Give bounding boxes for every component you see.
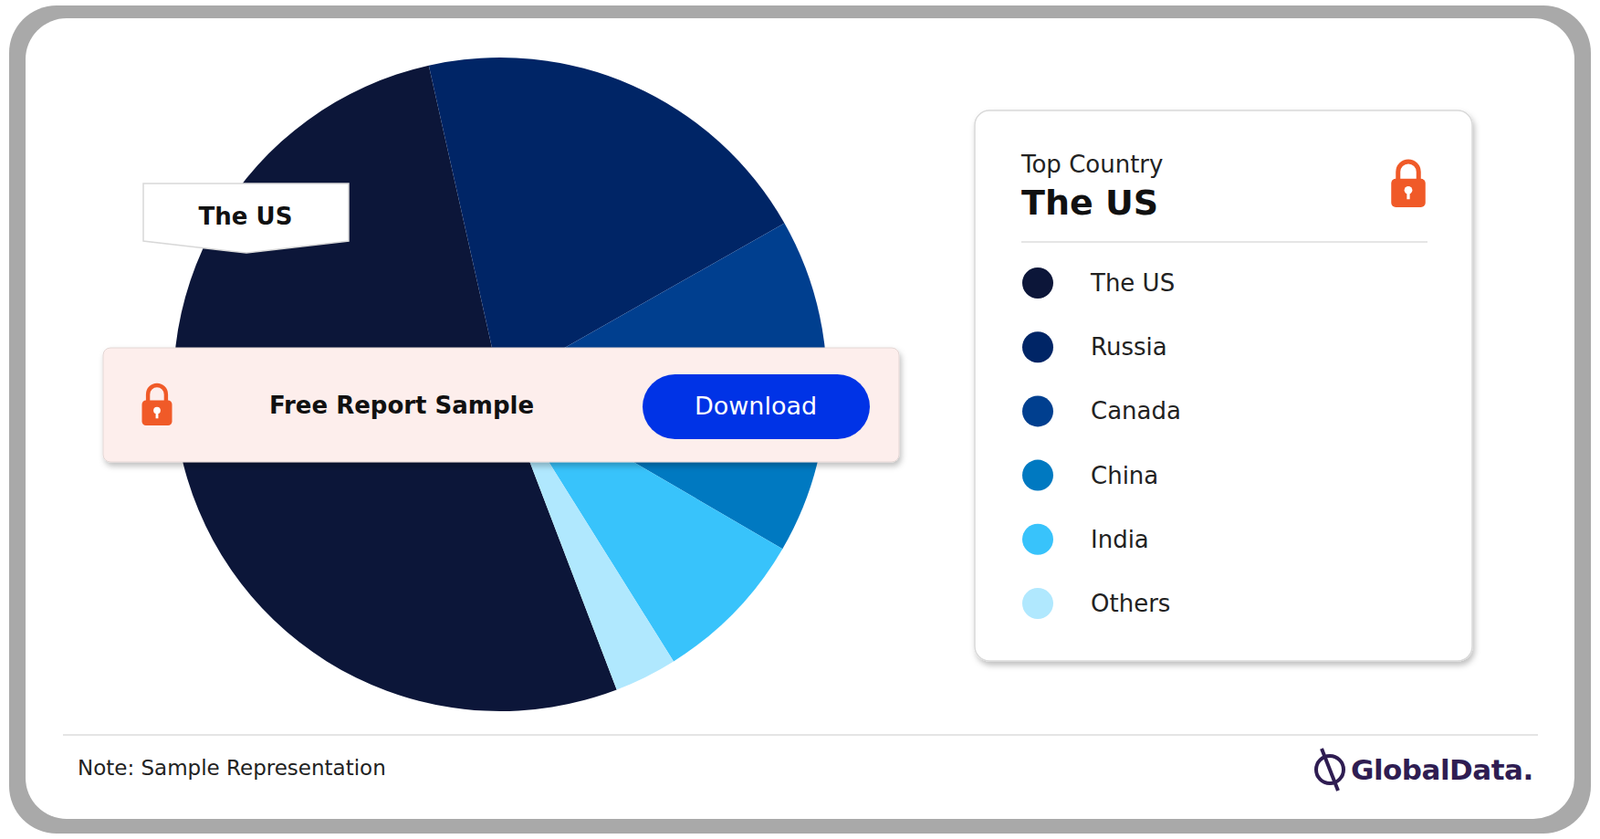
chart: The US Free Report Sample Download Top Coun… <box>0 0 1600 839</box>
lock-icon <box>1390 161 1426 208</box>
footer-divider <box>62 733 1538 736</box>
logo-text: GlobalData. <box>1350 752 1534 786</box>
legend-label: The US <box>1089 269 1175 297</box>
outer-frame <box>9 5 1591 834</box>
lock-body <box>142 400 173 427</box>
legend-label: India <box>1090 525 1150 554</box>
legend-title: The US <box>1021 182 1159 223</box>
inner-card <box>25 18 1575 819</box>
lock-hole <box>1406 191 1410 200</box>
lock-icon <box>142 385 173 426</box>
download-button[interactable] <box>642 374 870 440</box>
legend-swatch <box>1022 587 1054 619</box>
note: Note: Sample Representation <box>77 755 387 780</box>
download-label[interactable]: Download <box>694 391 817 420</box>
callout-label: The US <box>198 202 293 231</box>
legend-label: Canada <box>1090 397 1182 425</box>
legend-swatch <box>1022 331 1054 363</box>
legend-swatch <box>1022 267 1054 299</box>
legend-swatch <box>1022 395 1054 427</box>
lock-shackle <box>1398 161 1420 180</box>
legend-swatch <box>1022 523 1054 555</box>
legend: The US Russia Canada China India Others <box>1022 267 1182 619</box>
page-bg <box>0 0 1600 839</box>
lock-shackle <box>147 385 167 402</box>
logo: GlobalData. <box>1316 748 1534 791</box>
legend-label: Russia <box>1090 333 1168 361</box>
legend-divider <box>1021 240 1428 243</box>
banner-text: Free Report Sample <box>269 391 534 419</box>
legend-subtitle: Top Country <box>1020 150 1163 178</box>
lock-hole <box>156 411 159 419</box>
callout <box>143 183 349 253</box>
legend-swatch <box>1022 460 1054 492</box>
legend-label: Others <box>1090 589 1171 617</box>
banner <box>103 347 900 462</box>
legend-card <box>974 110 1473 661</box>
lock-body <box>1390 178 1426 208</box>
logo-icon <box>1321 748 1339 791</box>
legend-label: China <box>1090 461 1159 490</box>
